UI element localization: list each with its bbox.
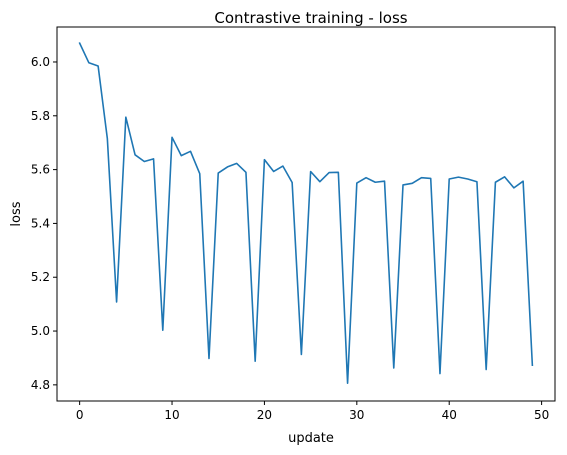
x-tick-label: 10 — [164, 408, 179, 422]
x-axis-label: update — [288, 431, 334, 446]
y-tick-label: 5.8 — [31, 109, 50, 123]
x-tick-label: 20 — [257, 408, 272, 422]
y-axis-ticks: 4.8 5.0 5.2 5.4 5.6 5.8 6.0 — [31, 55, 57, 392]
plot-frame — [56, 26, 556, 402]
y-tick-label: 5.0 — [31, 324, 50, 338]
x-tick-label: 30 — [349, 408, 364, 422]
y-tick-label: 4.8 — [31, 378, 50, 392]
y-axis-label: loss — [9, 201, 24, 226]
x-tick-label: 0 — [76, 408, 84, 422]
y-tick-label: 5.2 — [31, 270, 50, 284]
chart-title: Contrastive training - loss — [214, 9, 407, 27]
y-tick-label: 5.6 — [31, 163, 50, 177]
x-tick-label: 40 — [442, 408, 457, 422]
x-axis-ticks: 0 10 20 30 40 50 — [76, 401, 549, 422]
y-tick-label: 6.0 — [31, 55, 50, 69]
x-tick-label: 50 — [534, 408, 549, 422]
y-tick-label: 5.4 — [31, 216, 50, 230]
series-layer — [78, 42, 534, 385]
plot-area — [57, 27, 555, 401]
series-line-0 — [78, 42, 534, 385]
